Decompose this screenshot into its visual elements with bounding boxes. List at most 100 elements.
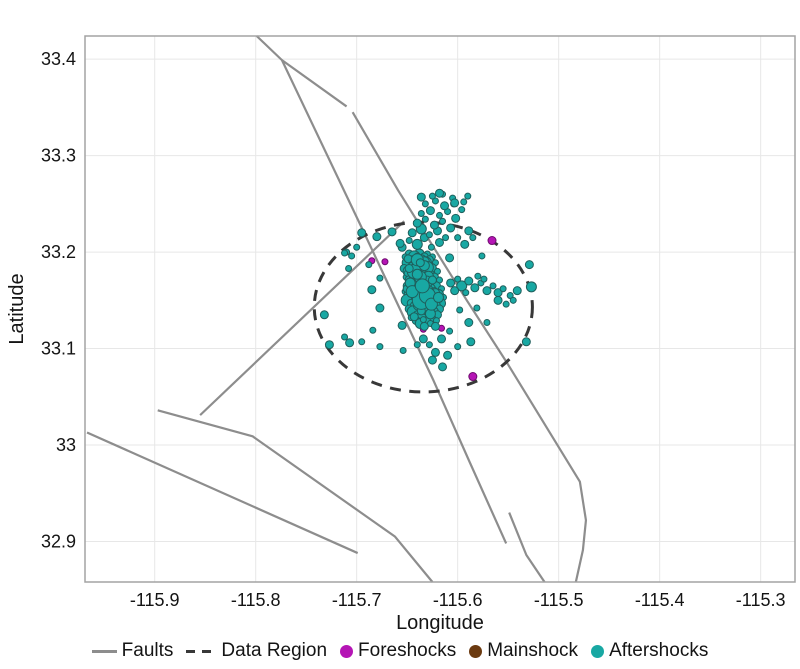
- aftershock-point: [512, 286, 522, 296]
- aftershock-point: [427, 355, 437, 365]
- aftershock-point: [432, 291, 444, 303]
- foreshock-point: [381, 258, 389, 266]
- aftershock-point: [442, 234, 450, 242]
- aftershock-point: [525, 281, 537, 293]
- fault-line: [157, 409, 434, 583]
- aftershock-point: [446, 327, 454, 335]
- aftershock-point: [415, 258, 425, 268]
- aftershock-point: [430, 347, 440, 357]
- aftershock-point: [395, 238, 405, 248]
- aftershock-point: [480, 275, 488, 283]
- x-tick-label: -115.7: [332, 590, 382, 610]
- aftershock-point: [502, 300, 510, 308]
- aftershock-point: [434, 188, 444, 198]
- data-region-ellipse: [312, 220, 534, 394]
- data-region: [312, 220, 534, 394]
- aftershock-point: [524, 260, 534, 270]
- fault-lines: [86, 35, 588, 583]
- aftershock-point: [397, 320, 407, 330]
- aftershock-point: [464, 276, 474, 286]
- aftershock-point: [425, 231, 433, 239]
- aftershock-point: [454, 343, 462, 351]
- y-tick-label: 33.3: [41, 146, 76, 166]
- frame: [84, 35, 796, 583]
- aftershock-point: [450, 198, 460, 208]
- foreshock-point: [468, 372, 478, 382]
- aftershock-point: [493, 295, 503, 305]
- legend-label: Aftershocks: [609, 640, 709, 661]
- aftershock-point: [425, 341, 433, 349]
- aftershock-point: [413, 341, 421, 349]
- aftershock-point: [470, 283, 480, 293]
- aftershock-point: [464, 192, 472, 200]
- aftershock-point: [460, 198, 468, 206]
- aftershock-point: [464, 226, 474, 236]
- aftershock-point: [375, 303, 385, 313]
- fault-line: [508, 512, 546, 583]
- aftershock-point: [341, 333, 349, 341]
- aftershock-point: [462, 289, 470, 297]
- aftershock-point: [446, 223, 456, 233]
- aftershock-point: [460, 239, 470, 249]
- aftershock-point: [450, 286, 460, 296]
- aftershocks-dot-swatch: [591, 644, 605, 658]
- x-tick-label: -115.9: [130, 590, 180, 610]
- aftershock-point: [416, 192, 426, 202]
- y-tick-label: 33: [56, 435, 76, 455]
- aftershock-point: [438, 362, 448, 372]
- legend-item-data-region: Data Region: [186, 640, 327, 662]
- aftershocks-series: [319, 188, 537, 372]
- aftershock-point: [411, 268, 423, 280]
- y-axis-title: Latitude: [6, 273, 28, 345]
- aftershock-point: [417, 209, 425, 217]
- aftershock-point: [372, 232, 382, 242]
- aftershock-point: [454, 234, 462, 242]
- legend-label: Data Region: [221, 640, 328, 661]
- aftershock-point: [431, 197, 439, 205]
- aftershock-point: [376, 343, 384, 351]
- aftershock-point: [324, 340, 334, 350]
- aftershock-point: [440, 201, 450, 211]
- legend-label: Mainshock: [487, 640, 579, 661]
- dashed-line-swatch: [186, 649, 217, 653]
- legend: Faults Data Region Foreshocks Mainshock Afte…: [0, 640, 800, 662]
- fault-line: [199, 220, 405, 416]
- aftershock-point: [404, 263, 414, 273]
- aftershock-point: [451, 213, 461, 223]
- aftershock-point: [345, 338, 355, 348]
- aftershock-point: [427, 243, 435, 251]
- y-tick-label: 33.4: [41, 49, 76, 69]
- x-tick-label: -115.3: [736, 590, 786, 610]
- aftershock-point: [469, 234, 477, 242]
- aftershock-point: [358, 338, 366, 346]
- foreshock-point: [487, 236, 497, 246]
- aftershock-point: [409, 312, 419, 322]
- aftershock-point: [427, 275, 437, 285]
- aftershock-point: [473, 304, 481, 312]
- aftershock-point: [454, 275, 462, 283]
- aftershock-point: [445, 253, 455, 263]
- aftershock-point: [458, 206, 466, 214]
- aftershock-point: [430, 321, 440, 331]
- aftershock-point: [521, 337, 531, 347]
- x-tick-label: -115.5: [534, 590, 584, 610]
- mainshock-dot-swatch: [469, 644, 483, 658]
- aftershock-point: [478, 252, 486, 260]
- legend-item-aftershocks: Aftershocks: [591, 640, 708, 662]
- aftershock-point: [474, 272, 482, 280]
- aftershock-point: [456, 280, 468, 292]
- foreshocks-dot-swatch: [340, 644, 354, 658]
- aftershock-point: [429, 220, 439, 230]
- aftershock-point: [421, 215, 429, 223]
- fault-line: [86, 431, 359, 555]
- aftershock-point: [425, 206, 435, 216]
- x-tick-label: -115.8: [231, 590, 281, 610]
- aftershock-point: [412, 218, 422, 228]
- fault-line-swatch: [91, 649, 117, 653]
- aftershock-point: [506, 291, 514, 299]
- aftershock-point: [439, 217, 447, 225]
- legend-label: Faults: [121, 640, 174, 661]
- aftershock-point: [419, 316, 427, 324]
- aftershock-point: [434, 237, 444, 247]
